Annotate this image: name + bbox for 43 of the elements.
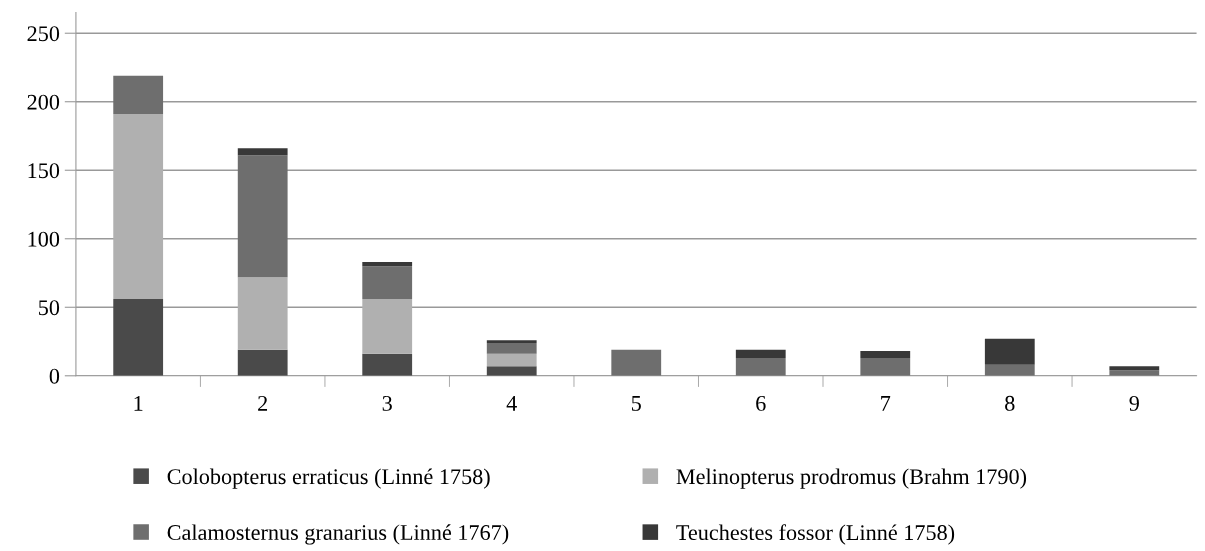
bar xyxy=(237,277,288,350)
x-tick-label: 6 xyxy=(756,395,766,411)
bar xyxy=(735,357,786,376)
legend-label: Calamosternus granarius (Linné 1767) xyxy=(167,524,509,545)
bar xyxy=(362,262,413,267)
bar xyxy=(486,340,537,343)
x-tick-label: 9 xyxy=(1129,395,1139,411)
bar xyxy=(113,75,164,115)
x-tick-label: 5 xyxy=(631,396,641,411)
bar xyxy=(113,299,164,376)
bar xyxy=(611,349,662,376)
bar xyxy=(860,351,911,358)
x-tick-label: 2 xyxy=(258,395,268,411)
bar xyxy=(362,353,413,376)
y-tick-label: 200 xyxy=(27,94,60,110)
y-tick-label: 100 xyxy=(28,231,60,247)
bar xyxy=(486,353,537,367)
bar xyxy=(984,364,1035,376)
x-tick-label: 1 xyxy=(134,395,143,411)
bar xyxy=(237,155,288,278)
bar xyxy=(486,366,537,376)
bar xyxy=(1109,370,1160,376)
y-tick-label: 0 xyxy=(49,368,60,384)
bar xyxy=(735,349,786,358)
legend-label: Melinopterus prodromus (Brahm 1790) xyxy=(676,468,1027,489)
bar xyxy=(237,349,288,376)
bar xyxy=(984,338,1035,365)
x-tick-label: 3 xyxy=(382,395,392,411)
bar xyxy=(113,114,164,300)
y-tick-label: 250 xyxy=(27,26,60,42)
legend-label: Colobopterus erraticus (Linné 1758) xyxy=(167,468,490,489)
bar xyxy=(362,299,413,354)
x-tick-label: 7 xyxy=(881,396,891,411)
bar xyxy=(362,266,413,300)
bar xyxy=(860,357,911,376)
bar xyxy=(237,148,288,156)
x-tick-label: 8 xyxy=(1005,395,1015,411)
bar xyxy=(486,342,537,354)
y-tick-label: 50 xyxy=(39,300,60,316)
x-tick-label: 4 xyxy=(506,396,517,411)
bar xyxy=(1109,366,1160,371)
y-tick-label: 150 xyxy=(28,163,60,179)
legend-label: Teuchestes fossor (Linné 1758) xyxy=(676,524,955,545)
